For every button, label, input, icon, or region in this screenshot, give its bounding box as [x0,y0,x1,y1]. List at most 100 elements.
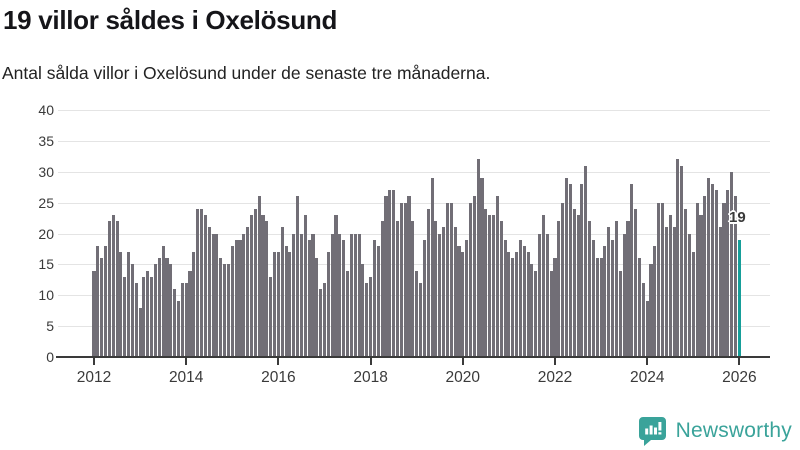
bar [599,258,603,357]
bar [111,214,115,357]
bar [357,233,361,357]
bar [338,233,342,357]
x-tick-mark [738,358,741,365]
bar [330,233,334,357]
bar [676,159,680,357]
bar [176,301,181,357]
bar [591,239,595,357]
bar [280,227,284,357]
bar [476,159,480,357]
bar [580,184,584,357]
bar [726,190,730,357]
bar [130,264,134,357]
bar [491,214,496,357]
bar [457,245,461,357]
bar [234,239,238,357]
bar [211,233,215,357]
bar [611,239,615,357]
bar [553,258,557,357]
bar [388,190,392,357]
bar [718,227,722,357]
bar [230,245,234,357]
x-tick-mark [554,358,556,365]
bar [411,221,415,357]
bar [395,221,400,357]
bar [169,264,173,357]
bar [196,208,200,357]
bar [730,171,734,357]
bar [215,233,219,357]
bar [653,245,657,357]
bar [273,252,277,357]
bar [461,252,465,357]
bar [157,258,161,357]
x-tick-mark [277,358,280,365]
bar [107,221,111,357]
bar [119,252,123,357]
x-tick-label: 2014 [168,369,204,386]
bar [311,233,315,357]
bar [695,202,699,357]
bar [372,239,376,357]
brand-footer[interactable]: Newsworthy [638,416,792,446]
bar [434,221,438,357]
bar [495,196,499,357]
bar [549,270,553,357]
bar [161,245,165,357]
highlight-value-label: 19 [729,209,746,226]
y-tick-label: 35 [38,132,54,149]
bar [261,214,265,357]
bar [707,177,711,357]
bar [165,258,169,357]
y-tick-label: 10 [38,287,54,304]
bar [511,258,515,357]
bar [223,264,227,357]
bar [346,270,350,357]
bar [522,245,526,357]
highlight-bar [737,239,741,357]
bar [392,190,396,357]
bar [326,252,330,357]
bar [710,184,715,357]
bar [142,276,146,357]
bar [100,258,104,357]
x-tick-label: 2020 [445,369,481,386]
bar [507,252,511,357]
bar [557,221,561,357]
bar [668,214,672,357]
bar [687,233,691,357]
bar [200,208,204,357]
bar [288,252,292,357]
bar [430,177,434,357]
bar [296,196,300,357]
bar [445,202,449,357]
y-tick-label: 25 [38,194,54,211]
bar [588,221,592,357]
bar [376,245,380,357]
bar [503,239,507,357]
bar [438,233,442,357]
bar [465,239,469,357]
x-tick-label: 2016 [261,369,296,386]
x-tick-mark [185,358,188,365]
bar [307,239,311,357]
bar [173,289,177,357]
bar [518,239,522,357]
bar [242,233,246,357]
bar [342,239,346,357]
bar [123,276,127,357]
bar [134,282,138,357]
bar [545,233,549,357]
bar [115,221,119,357]
x-tick-mark [461,358,464,365]
bar [453,227,457,357]
bar [292,233,296,357]
bar [480,177,484,357]
y-tick-label: 0 [46,349,54,365]
bar [96,245,100,357]
bar [418,282,423,357]
bar [365,282,369,357]
x-tick-label: 2022 [537,369,573,386]
